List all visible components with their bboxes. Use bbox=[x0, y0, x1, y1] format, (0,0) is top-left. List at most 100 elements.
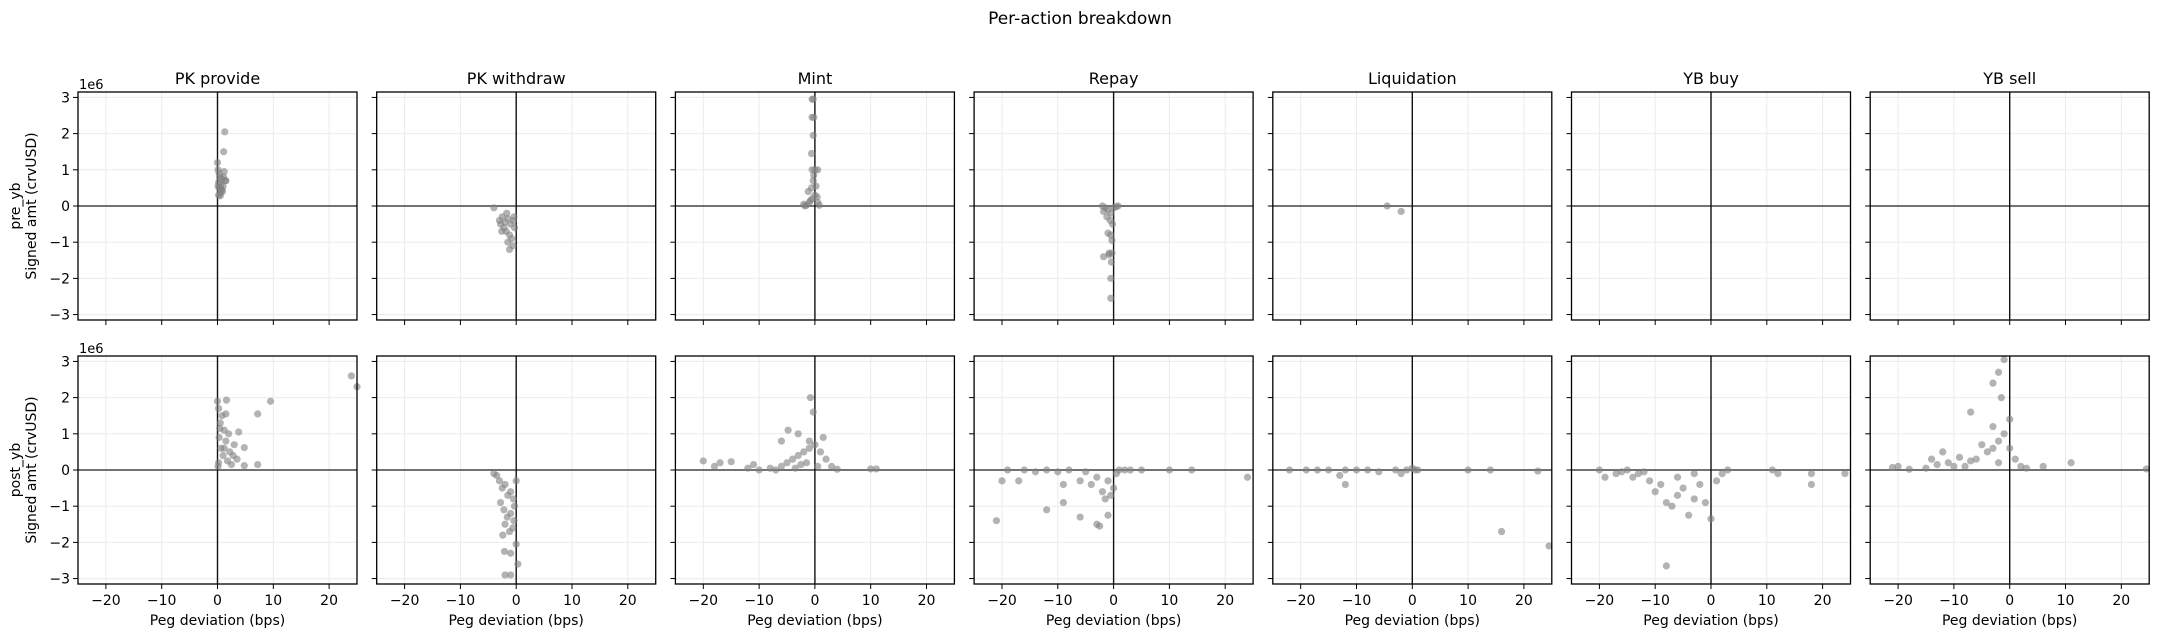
data-point bbox=[1015, 477, 1023, 485]
data-point bbox=[1043, 466, 1051, 474]
data-point bbox=[1099, 207, 1108, 216]
data-point bbox=[1595, 466, 1603, 474]
data-point bbox=[496, 498, 505, 507]
x-tick-label: 20 bbox=[1216, 593, 1234, 609]
subplot-post_yb-repay: −20 −10 0 10 20 Peg deviation (bps) bbox=[969, 355, 1254, 629]
data-point bbox=[1126, 466, 1134, 474]
data-point bbox=[1807, 470, 1816, 478]
data-point bbox=[2006, 444, 2014, 452]
x-tick-label: −20 bbox=[1883, 593, 1913, 609]
data-point bbox=[1978, 441, 1986, 449]
data-point bbox=[1065, 466, 1073, 474]
data-point bbox=[1983, 448, 1991, 456]
data-point bbox=[213, 397, 222, 405]
data-point bbox=[802, 459, 811, 467]
data-point bbox=[514, 560, 522, 568]
data-point bbox=[1989, 422, 1997, 431]
data-point bbox=[755, 466, 763, 474]
x-tick-label: 10 bbox=[1160, 593, 1178, 609]
y-tick-label: 1 bbox=[61, 427, 70, 443]
x-tick-label: −10 bbox=[446, 593, 476, 609]
data-point bbox=[1375, 468, 1383, 476]
y-tick-label: 3 bbox=[61, 90, 70, 106]
data-point bbox=[1994, 459, 2003, 467]
y-offset-label: 1e6 bbox=[79, 78, 104, 93]
data-point bbox=[814, 166, 822, 174]
data-point bbox=[1673, 491, 1682, 499]
data-point bbox=[809, 177, 817, 185]
data-point bbox=[510, 502, 519, 510]
data-point bbox=[505, 245, 514, 254]
data-point bbox=[1662, 498, 1670, 507]
x-axis-label: Peg deviation (bps) bbox=[1643, 613, 1778, 629]
data-point bbox=[1967, 408, 1975, 416]
x-tick-label: −20 bbox=[987, 593, 1017, 609]
x-axis-label: Peg deviation (bps) bbox=[747, 613, 882, 629]
data-point bbox=[254, 460, 262, 469]
x-axis-label: Peg deviation (bps) bbox=[150, 613, 285, 629]
data-point bbox=[766, 464, 774, 472]
data-point bbox=[1768, 466, 1776, 474]
data-point bbox=[501, 520, 509, 528]
data-point bbox=[219, 451, 227, 460]
data-point bbox=[215, 169, 223, 178]
data-point bbox=[1397, 470, 1405, 478]
subplot-pre_yb-yb-sell: YB sell bbox=[1865, 69, 2150, 325]
data-point bbox=[794, 430, 802, 438]
subplot-title: PK withdraw bbox=[467, 69, 566, 88]
data-point bbox=[1121, 466, 1129, 474]
x-axis-label: Peg deviation (bps) bbox=[1942, 613, 2077, 629]
data-point bbox=[1662, 562, 1670, 570]
x-tick-label: 0 bbox=[1408, 593, 1417, 609]
data-point bbox=[805, 444, 813, 452]
data-point bbox=[503, 209, 511, 217]
x-tick-label: 20 bbox=[2112, 593, 2130, 609]
data-point bbox=[1646, 477, 1654, 485]
data-point bbox=[1623, 466, 1631, 474]
data-point bbox=[800, 448, 808, 456]
data-point bbox=[2142, 465, 2151, 473]
x-tick-label: 0 bbox=[213, 593, 222, 609]
data-point bbox=[1933, 460, 1941, 469]
data-point bbox=[1807, 480, 1816, 489]
data-point bbox=[2006, 415, 2014, 423]
data-point bbox=[1165, 466, 1173, 474]
data-point bbox=[1115, 466, 1123, 474]
data-point bbox=[833, 465, 841, 473]
data-point bbox=[1105, 251, 1113, 259]
data-point bbox=[1601, 473, 1609, 481]
data-point bbox=[1545, 542, 1553, 550]
data-point bbox=[490, 204, 498, 212]
data-point bbox=[1403, 466, 1411, 474]
y-tick-label: −3 bbox=[49, 308, 70, 324]
data-point bbox=[791, 464, 799, 472]
data-point bbox=[794, 451, 802, 460]
data-point bbox=[221, 128, 229, 136]
data-point bbox=[1414, 466, 1422, 474]
data-point bbox=[819, 433, 827, 442]
data-point bbox=[225, 430, 233, 438]
data-point bbox=[1651, 488, 1659, 496]
data-point bbox=[1098, 488, 1107, 496]
data-point bbox=[1313, 466, 1322, 474]
data-point bbox=[1668, 502, 1676, 510]
subplot-title: Liquidation bbox=[1368, 69, 1457, 88]
data-point bbox=[815, 201, 823, 209]
data-point bbox=[1104, 477, 1112, 485]
data-point bbox=[797, 460, 805, 469]
data-point bbox=[816, 448, 825, 456]
data-point bbox=[1464, 466, 1472, 474]
data-point bbox=[510, 224, 519, 232]
x-tick-label: 20 bbox=[918, 593, 936, 609]
data-point bbox=[510, 517, 518, 525]
data-point bbox=[783, 459, 791, 467]
x-tick-label: −10 bbox=[1640, 593, 1670, 609]
data-point bbox=[716, 459, 724, 467]
data-point bbox=[1841, 470, 1849, 478]
data-point bbox=[501, 571, 509, 579]
subplot-title: Repay bbox=[1089, 69, 1139, 88]
data-point bbox=[811, 441, 819, 449]
data-point bbox=[801, 202, 809, 210]
x-tick-label: 0 bbox=[810, 593, 819, 609]
